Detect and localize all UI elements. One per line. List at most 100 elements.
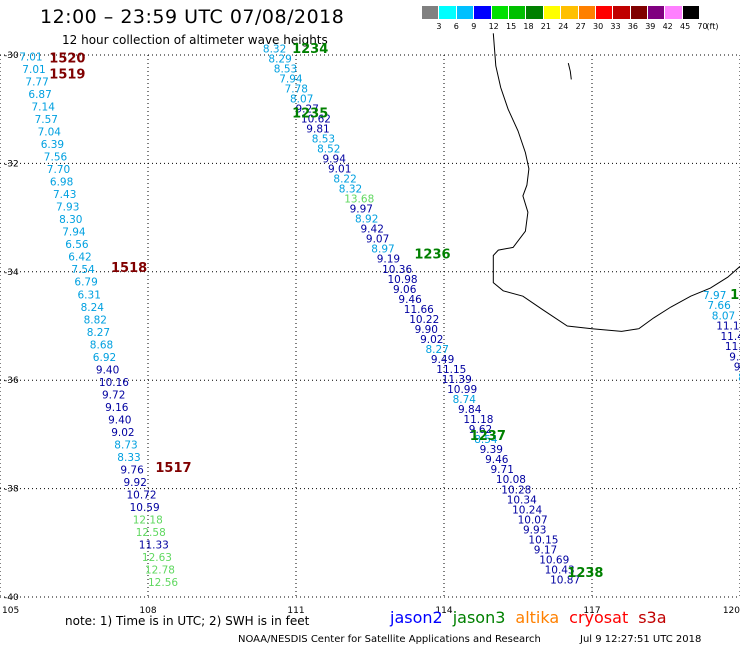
lon-tick-label: 117 bbox=[583, 606, 600, 616]
wave-height-value: 8.27 bbox=[87, 327, 110, 339]
wave-height-value: 8.73 bbox=[114, 440, 137, 452]
wave-height-value: 6.39 bbox=[41, 139, 64, 151]
wave-height-value: 11.45 bbox=[721, 331, 740, 343]
wave-height-value: 9.90 bbox=[415, 324, 438, 336]
wave-height-value: 7.56 bbox=[44, 152, 68, 164]
legend-swatch bbox=[665, 6, 683, 19]
legend-swatch bbox=[578, 6, 596, 19]
lon-tick-label: 108 bbox=[139, 606, 156, 616]
wave-height-value: 8.32 bbox=[339, 184, 362, 196]
wave-height-value: 10.22 bbox=[409, 314, 439, 326]
wave-height-value: 10.34 bbox=[507, 494, 537, 506]
wave-height-value: 7.78 bbox=[285, 83, 308, 95]
satellite-name: jason3 bbox=[452, 608, 506, 627]
wave-height-value: 10.43 bbox=[545, 564, 575, 576]
wave-height-value: 7.57 bbox=[35, 114, 58, 126]
wave-height-value: 9.17 bbox=[534, 544, 557, 556]
wave-height-value: 7.93 bbox=[56, 202, 79, 214]
wave-height-value: 12.18 bbox=[133, 515, 163, 527]
wave-height-value: 9.46 bbox=[398, 294, 422, 306]
wave-height-value: 7.70 bbox=[47, 164, 70, 176]
legend-label: 42 bbox=[662, 22, 673, 31]
wave-height-value: 9.02 bbox=[111, 427, 134, 439]
wave-height-value: 10.16 bbox=[99, 377, 129, 389]
legend-swatch bbox=[526, 6, 544, 19]
wave-height-value: 9.62 bbox=[469, 424, 492, 436]
lon-tick-label: 111 bbox=[287, 606, 304, 616]
wave-height-value: 7.97 bbox=[703, 290, 726, 302]
wave-height-value: 10.69 bbox=[539, 554, 569, 566]
legend-label: 36 bbox=[627, 22, 638, 31]
wave-height-value: 6.98 bbox=[50, 177, 73, 189]
wave-height-value: 8.07 bbox=[290, 93, 313, 105]
wave-height-value: 10.99 bbox=[447, 384, 477, 396]
map-subtitle: 12 hour collection of altimeter wave hei… bbox=[62, 33, 328, 47]
note-text: note: 1) Time is in UTC; 2) SWH is in fe… bbox=[65, 614, 310, 628]
credit-text: NOAA/NESDIS Center for Satellite Applica… bbox=[238, 634, 541, 645]
pass-label: 1236 bbox=[414, 247, 450, 262]
wave-height-value: 8.82 bbox=[84, 314, 107, 326]
wave-height-value: 7.04 bbox=[38, 127, 62, 139]
wave-height-value: 8.32 bbox=[263, 43, 286, 55]
legend-label: 39 bbox=[645, 22, 656, 31]
satellite-name: s3a bbox=[638, 608, 667, 627]
wave-height-value: 8.27 bbox=[426, 344, 449, 356]
legend-swatch bbox=[422, 6, 440, 19]
legend-label: 18 bbox=[523, 22, 534, 31]
wave-height-value: 9.39 bbox=[480, 444, 503, 456]
legend-swatch bbox=[543, 6, 562, 19]
wave-height-value: 10.08 bbox=[496, 474, 526, 486]
legend-swatch bbox=[682, 6, 701, 19]
wave-height-value: 6.92 bbox=[93, 352, 116, 364]
wave-height-value: 9.02 bbox=[420, 334, 443, 346]
wave-height-value: 9.06 bbox=[393, 284, 417, 296]
lat-tick-label: -34 bbox=[4, 268, 19, 278]
wave-height-value: 8.29 bbox=[268, 53, 291, 65]
legend-label: 45 bbox=[680, 22, 691, 31]
wave-height-value: 8.52 bbox=[317, 144, 340, 156]
wave-height-value: 9.98 bbox=[729, 351, 740, 363]
pass-label: 1237 bbox=[470, 429, 506, 444]
wave-height-value: 11.18 bbox=[463, 414, 493, 426]
legend-label: 24 bbox=[558, 22, 569, 31]
timestamp-text: Jul 9 12:27:51 UTC 2018 bbox=[580, 634, 702, 645]
wave-height-value: 6.79 bbox=[74, 277, 97, 289]
lat-tick-label: -36 bbox=[4, 376, 19, 386]
wave-height-value: 11.41 bbox=[725, 341, 740, 353]
legend-swatch bbox=[561, 6, 579, 19]
lon-tick-label: 120 bbox=[723, 606, 740, 616]
wave-height-value: 11.33 bbox=[139, 540, 169, 552]
wave-height-value: 13.68 bbox=[344, 194, 374, 206]
wave-height-value: 8.53 bbox=[312, 134, 335, 146]
wave-height-value: 10.87 bbox=[550, 574, 580, 586]
wave-height-value: 12.56 bbox=[148, 577, 178, 589]
legend-swatch bbox=[474, 6, 492, 19]
wave-height-value: 10.62 bbox=[301, 113, 331, 125]
wave-height-value: 10.98 bbox=[388, 274, 418, 286]
pass-label: 1234 bbox=[292, 42, 328, 57]
coastline bbox=[492, 33, 740, 332]
wave-height-value: 9.01 bbox=[328, 164, 351, 176]
pass-label: 1520 bbox=[49, 52, 85, 67]
wave-height-value: 7.94 bbox=[279, 73, 303, 85]
wave-height-value: 8.22 bbox=[333, 174, 356, 186]
wave-height-value: 9.46 bbox=[485, 454, 509, 466]
wave-height-value: 9.07 bbox=[366, 234, 389, 246]
wave-height-value: 10.72 bbox=[127, 490, 157, 502]
legend-swatch bbox=[491, 6, 509, 19]
legend-label: 70 bbox=[697, 22, 708, 31]
legend-swatch bbox=[439, 6, 457, 19]
wave-height-value: 7.01 bbox=[22, 64, 45, 76]
wave-height-value: 11.66 bbox=[404, 304, 434, 316]
legend-swatch bbox=[648, 6, 666, 19]
wave-height-value: 10.24 bbox=[512, 504, 542, 516]
wave-height-value: 8.74 bbox=[453, 394, 477, 406]
legend-swatch bbox=[613, 6, 631, 19]
wave-height-value: 9.16 bbox=[105, 402, 129, 414]
legend-label: 27 bbox=[575, 22, 586, 31]
color-scale-legend bbox=[422, 6, 701, 19]
wave-height-value: 9.19 bbox=[377, 254, 400, 266]
lon-tick-label: 114 bbox=[435, 606, 452, 616]
wave-height-value: 9.76 bbox=[120, 465, 144, 477]
wave-height-value: 7.54 bbox=[71, 264, 95, 276]
